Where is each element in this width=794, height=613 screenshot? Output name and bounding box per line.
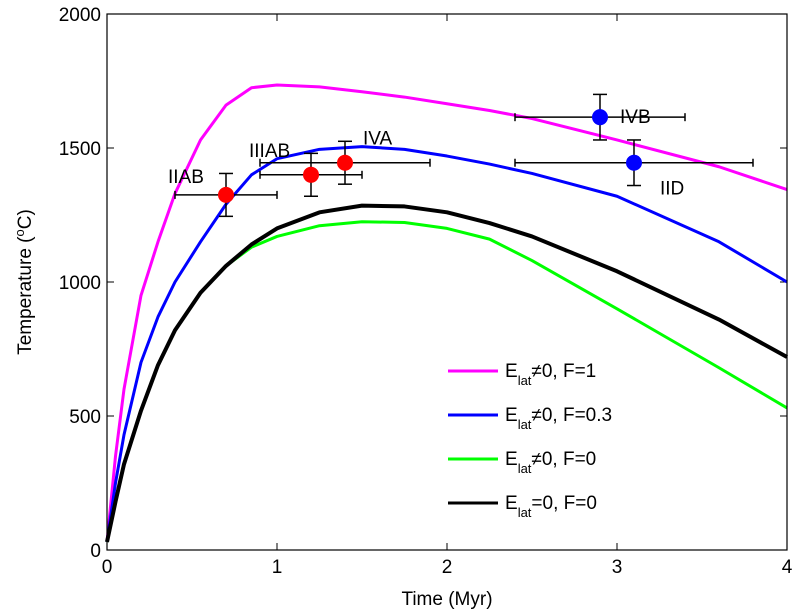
point-marker xyxy=(592,109,608,126)
data-point: IVA xyxy=(259,129,431,185)
point-marker xyxy=(337,154,353,171)
point-label: IIAB xyxy=(168,167,204,188)
y-axis-label: Temperature (oC) xyxy=(12,209,37,355)
x-tick-label: 1 xyxy=(272,557,283,578)
point-label: IVA xyxy=(363,129,393,150)
x-tick-label: 4 xyxy=(782,557,793,578)
y-tick-label: 500 xyxy=(69,407,101,428)
point-label: IVB xyxy=(620,107,651,128)
series-line xyxy=(105,203,788,543)
series-line xyxy=(105,145,788,543)
y-tick-label: 1000 xyxy=(59,273,101,294)
data-point: IID xyxy=(514,139,754,200)
series-line xyxy=(105,220,788,543)
point-label: IID xyxy=(660,179,684,200)
data-point: IVB xyxy=(514,93,686,141)
point-marker xyxy=(218,186,234,203)
point-marker xyxy=(303,166,319,183)
legend-label: Elat=0, F=0 xyxy=(505,493,597,520)
series-line xyxy=(105,83,788,543)
x-tick-label: 3 xyxy=(612,557,623,578)
x-tick-label: 2 xyxy=(442,557,453,578)
x-axis-label: Time (Myr) xyxy=(401,589,492,610)
y-tick-label: 1500 xyxy=(59,139,101,160)
x-tick-label: 0 xyxy=(102,557,113,578)
point-marker xyxy=(626,154,642,171)
legend-label: Elat≠0, F=0 xyxy=(505,449,596,476)
point-label: IIIAB xyxy=(249,141,290,162)
plot-frame xyxy=(106,13,788,551)
y-tick-label: 2000 xyxy=(59,5,101,26)
y-tick-label: 0 xyxy=(90,541,101,562)
legend-label: Elat≠0, F=0.3 xyxy=(505,405,612,432)
data-point: IIAB xyxy=(168,167,278,218)
legend-label: Elat≠0, F=1 xyxy=(505,361,596,388)
